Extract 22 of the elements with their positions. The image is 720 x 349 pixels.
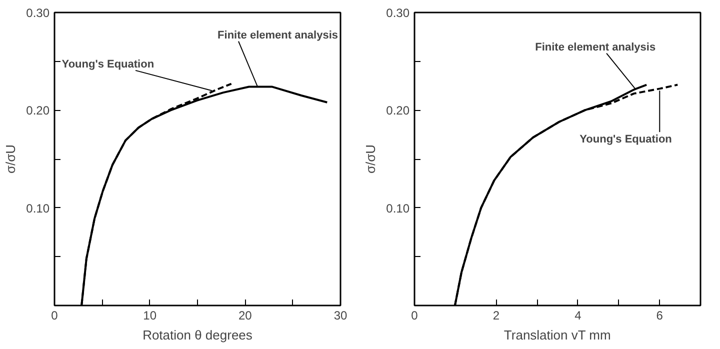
y-tick-label: 0.30 [386, 6, 410, 20]
x-tick-label: 0 [411, 308, 418, 322]
annotation: Finite element analysis [535, 42, 656, 54]
y-tick-label: 0.10 [26, 201, 50, 216]
y-axis-title: σ/σU [363, 144, 378, 174]
x-tick-label: 20 [238, 308, 252, 322]
x-tick-label: 30 [334, 308, 348, 322]
x-tick-label: 10 [143, 308, 157, 322]
annotation: Young's Equation [580, 134, 672, 146]
x-axis-title: Translation vT mm [504, 328, 611, 342]
x-tick-label: 6 [656, 308, 664, 322]
y-tick-label: 0.10 [386, 201, 410, 216]
y-tick-label: 0.20 [386, 104, 410, 118]
y-tick-label: 0.20 [26, 104, 50, 118]
y-axis-title: σ/σU [3, 144, 18, 174]
y-tick-label: 0.30 [26, 6, 50, 20]
x-tick-label: 2 [492, 308, 500, 322]
annotation: Finite element analysis [218, 30, 338, 42]
x-tick-label: 0 [51, 308, 58, 322]
x-tick-label: 4 [574, 308, 582, 322]
x-axis-title: Rotation θ degrees [142, 328, 253, 342]
annotation: Young's Equation [62, 58, 154, 71]
